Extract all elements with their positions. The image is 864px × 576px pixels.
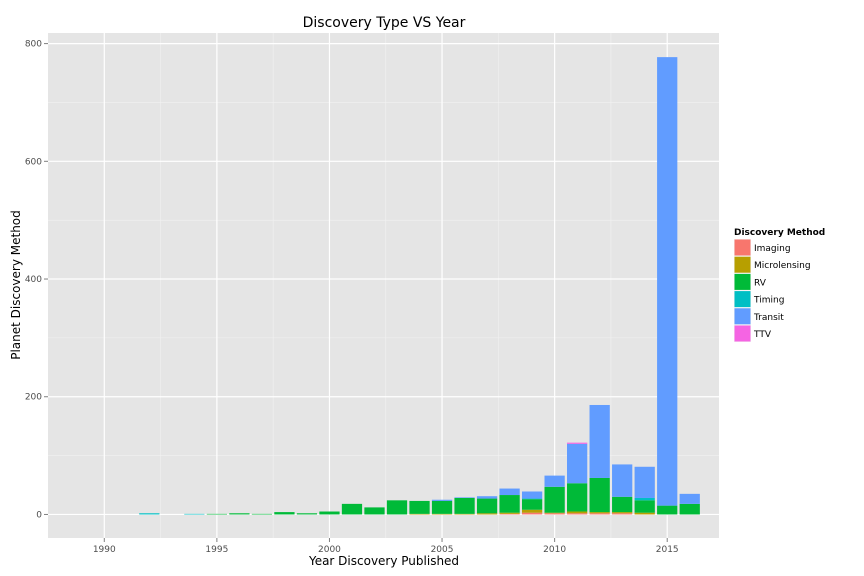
bar-segment	[612, 512, 633, 514]
legend-label: Microlensing	[754, 261, 811, 271]
bar-segment	[589, 477, 610, 513]
bar-segment	[657, 505, 678, 515]
bars	[139, 57, 700, 515]
y-tick-label: 800	[25, 40, 42, 50]
bar-segment	[657, 57, 678, 506]
bar-segment	[364, 507, 385, 515]
bar-segment	[589, 404, 610, 478]
legend-label: Timing	[753, 296, 784, 306]
bar-segment	[567, 442, 588, 444]
y-tick-label: 400	[25, 275, 42, 285]
y-tick-label: 200	[25, 393, 42, 403]
legend-swatch	[734, 308, 751, 325]
bar-segment	[206, 513, 228, 515]
bar-segment	[544, 475, 565, 487]
bar-segment	[476, 513, 498, 515]
bar-segment	[251, 513, 273, 515]
x-tick-label: 2000	[318, 545, 341, 555]
x-tick-label: 2015	[656, 545, 679, 555]
chart-title: Discovery Type VS Year	[303, 15, 466, 31]
bar-segment	[567, 443, 588, 484]
major-grid	[48, 33, 719, 538]
legend-label: Transit	[753, 313, 784, 323]
x-tick-label: 1995	[205, 545, 228, 555]
bar-segment	[521, 498, 543, 500]
bar-segment	[544, 512, 565, 514]
x-tick-label: 2010	[543, 545, 566, 555]
bar-segment	[521, 509, 543, 513]
bar-segment	[454, 497, 475, 498]
bar-segment	[431, 499, 453, 501]
bar-segment	[612, 513, 633, 515]
y-tick-label: 0	[36, 510, 42, 520]
bar-segment	[544, 513, 565, 515]
bar-segment	[499, 512, 520, 514]
x-axis-title: Year Discovery Published	[308, 554, 459, 568]
legend-title: Discovery Method	[734, 228, 825, 238]
legend-label: RV	[754, 278, 767, 288]
bar-segment	[544, 486, 565, 513]
plot-panel	[48, 33, 719, 538]
bar-segment	[454, 497, 475, 514]
legend-label: TTV	[753, 330, 772, 340]
bar-segment	[386, 500, 408, 515]
bar-segment	[409, 500, 430, 514]
bar-segment	[476, 496, 498, 499]
y-tick-label: 600	[25, 157, 42, 167]
bar-segment	[589, 513, 610, 515]
bar-segment	[634, 512, 655, 515]
bar-segment	[296, 513, 318, 515]
legend-label: Imaging	[754, 244, 791, 254]
bar-segment	[431, 513, 453, 515]
legend-swatch	[734, 256, 751, 273]
bar-segment	[184, 513, 205, 515]
legend-swatch	[734, 325, 751, 342]
bar-segment	[634, 497, 655, 501]
legend-swatch	[734, 273, 751, 290]
bar-segment	[634, 500, 655, 513]
bar-segment	[679, 493, 700, 504]
bar-segment	[567, 511, 588, 514]
bar-segment	[612, 464, 633, 497]
legend: Discovery Method Imaging Microlensing RV Ti…	[734, 228, 825, 342]
bar-segment	[274, 512, 295, 515]
bar-segment	[589, 512, 610, 514]
y-axis-ticks: 0 200 400 600 800	[25, 40, 48, 520]
bar-segment	[521, 499, 543, 510]
bar-segment	[634, 466, 655, 498]
y-axis-title: Planet Discovery Method	[9, 210, 23, 360]
bar-segment	[612, 496, 633, 513]
x-tick-label: 2005	[431, 545, 454, 555]
bar-segment	[454, 513, 475, 515]
minor-grid	[48, 33, 719, 538]
bar-segment	[499, 488, 520, 496]
bar-segment	[409, 513, 430, 515]
legend-items: Imaging Microlensing RV Timing Transit TTV	[734, 239, 811, 342]
bar-segment	[679, 503, 700, 515]
bar-segment	[499, 513, 520, 515]
bar-segment	[319, 511, 340, 515]
bar-segment	[476, 498, 498, 514]
legend-swatch	[734, 291, 751, 308]
bar-segment	[567, 513, 588, 515]
legend-swatch	[734, 239, 751, 256]
x-tick-label: 1990	[93, 545, 116, 555]
x-axis-ticks: 1990 1995 2000 2005 2010 2015	[93, 538, 679, 555]
bar-segment	[229, 513, 250, 515]
bar-segment	[341, 503, 363, 515]
bar-segment	[521, 491, 543, 499]
bar-segment	[139, 513, 160, 515]
bar-segment	[431, 500, 453, 514]
bar-segment	[567, 483, 588, 512]
bar-segment	[499, 495, 520, 513]
bar-segment	[521, 512, 543, 515]
